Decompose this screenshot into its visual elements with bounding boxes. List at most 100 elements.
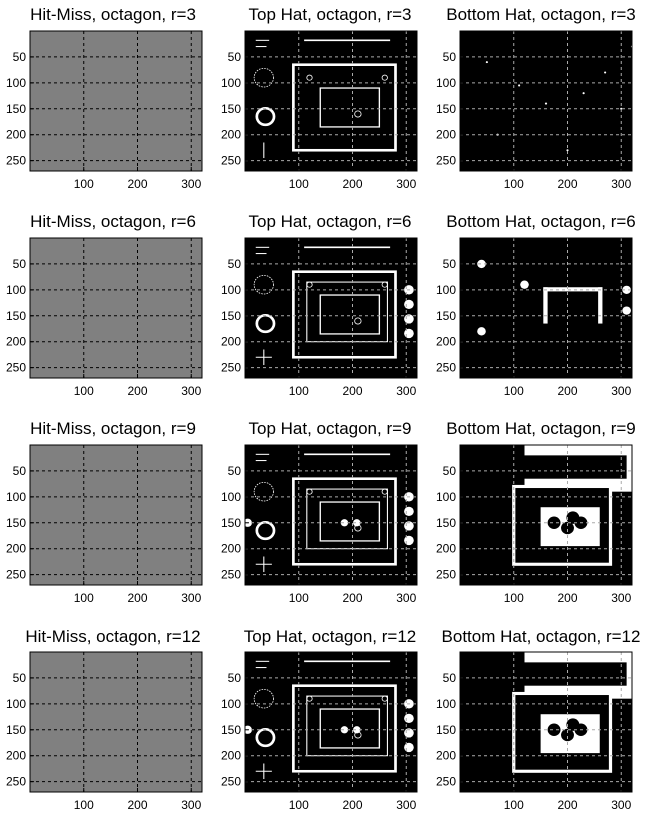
panel-title: Top Hat, octagon, r=12 [244,627,416,646]
y-tick-label: 50 [228,257,242,271]
panel-bottom-hat: 100 200 300 50 100 150 200 250 [436,237,633,398]
x-tick-label: 200 [342,177,362,191]
x-tick-label: 300 [181,177,201,191]
x-tick-label: 300 [396,798,416,812]
x-tick-label: 200 [127,384,147,398]
x-tick-label: 300 [611,591,631,605]
y-tick-label: 200 [436,128,456,142]
y-tick-label: 150 [221,516,241,530]
y-tick-label: 200 [221,128,241,142]
axes-frame [244,237,418,379]
panel-title: Hit-Miss, octagon, r=9 [30,419,196,438]
y-tick-label: 50 [228,671,242,685]
x-tick-label: 100 [289,384,309,398]
x-tick-label: 100 [74,591,94,605]
x-tick-label: 100 [74,384,94,398]
x-tick-label: 300 [396,384,416,398]
hit-miss-image [30,445,202,585]
x-tick-label: 200 [557,384,577,398]
bottom-hat-shapes [460,652,632,792]
y-tick-label: 50 [443,257,457,271]
x-tick-label: 300 [611,798,631,812]
panel-bottom-hat: 100 200 300 50 100 150 200 250 [436,444,633,605]
y-tick-label: 50 [13,464,27,478]
y-tick-label: 250 [221,568,241,582]
y-tick-label: 250 [6,361,26,375]
hit-miss-image [30,31,202,171]
axes-frame [459,237,633,379]
panel-title: Bottom Hat, octagon, r=9 [446,419,635,438]
panel-hit-miss: 100 200 300 50 100 150 200 250 [6,30,203,191]
x-tick-label: 100 [504,798,524,812]
x-tick-label: 200 [127,591,147,605]
y-tick-label: 100 [221,76,241,90]
y-tick-label: 150 [6,723,26,737]
x-tick-label: 200 [342,591,362,605]
hit-miss-image [30,652,202,792]
y-tick-label: 100 [6,283,26,297]
bottom-hat-shapes [485,45,634,152]
x-tick-label: 100 [74,177,94,191]
y-tick-label: 150 [221,309,241,323]
axes-frame [244,30,418,172]
x-tick-label: 300 [611,384,631,398]
panel-bottom-hat: 100 200 300 50 100 150 200 250 [436,30,634,191]
y-tick-label: 50 [228,464,242,478]
x-tick-label: 100 [289,591,309,605]
x-tick-label: 100 [504,177,524,191]
x-tick-label: 100 [74,798,94,812]
y-tick-label: 200 [6,749,26,763]
y-tick-label: 100 [436,697,456,711]
axes-frame [459,444,633,586]
y-tick-label: 200 [436,749,456,763]
hit-miss-image [30,238,202,378]
y-tick-label: 200 [436,542,456,556]
y-tick-label: 250 [436,154,456,168]
y-tick-label: 150 [436,723,456,737]
panel-hit-miss: 100 200 300 50 100 150 200 250 [6,651,203,812]
y-tick-label: 150 [6,516,26,530]
bottom-hat-image [460,31,632,171]
panel-title: Top Hat, octagon, r=3 [248,5,411,24]
y-tick-label: 100 [6,76,26,90]
y-tick-label: 50 [443,50,457,64]
x-tick-label: 100 [504,591,524,605]
axes-frame [244,651,418,793]
bottom-hat-shapes [460,445,632,585]
y-tick-label: 250 [436,361,456,375]
y-tick-label: 200 [436,335,456,349]
y-tick-label: 100 [6,697,26,711]
y-tick-label: 200 [221,335,241,349]
y-tick-label: 50 [13,50,27,64]
y-tick-label: 150 [6,309,26,323]
top-hat-image [245,238,417,378]
panel-title: Bottom Hat, octagon, r=6 [446,212,635,231]
y-tick-label: 50 [443,464,457,478]
panel-title: Bottom Hat, octagon, r=3 [446,5,635,24]
panel-top-hat: 100 200 300 50 100 150 200 250 [221,237,418,398]
top-hat-image [245,445,417,585]
panel-top-hat: 100 200 300 50 100 150 200 250 [221,444,418,605]
x-tick-label: 200 [557,798,577,812]
x-tick-label: 300 [396,591,416,605]
axes-frame [29,651,203,793]
y-tick-label: 150 [436,309,456,323]
y-tick-label: 100 [436,76,456,90]
y-tick-label: 100 [221,697,241,711]
y-tick-label: 200 [6,128,26,142]
panel-title: Hit-Miss, octagon, r=6 [30,212,196,231]
y-tick-label: 100 [436,283,456,297]
axes-frame [244,444,418,586]
y-tick-label: 50 [13,671,27,685]
y-tick-label: 250 [221,154,241,168]
y-tick-label: 100 [221,283,241,297]
panel-hit-miss: 100 200 300 50 100 150 200 250 [6,444,203,605]
x-tick-label: 300 [181,384,201,398]
bottom-hat-shapes [477,259,631,336]
y-tick-label: 250 [221,775,241,789]
axes-frame [29,444,203,586]
y-tick-label: 250 [436,568,456,582]
panel-title: Hit-Miss, octagon, r=12 [25,627,200,646]
y-tick-label: 250 [221,361,241,375]
